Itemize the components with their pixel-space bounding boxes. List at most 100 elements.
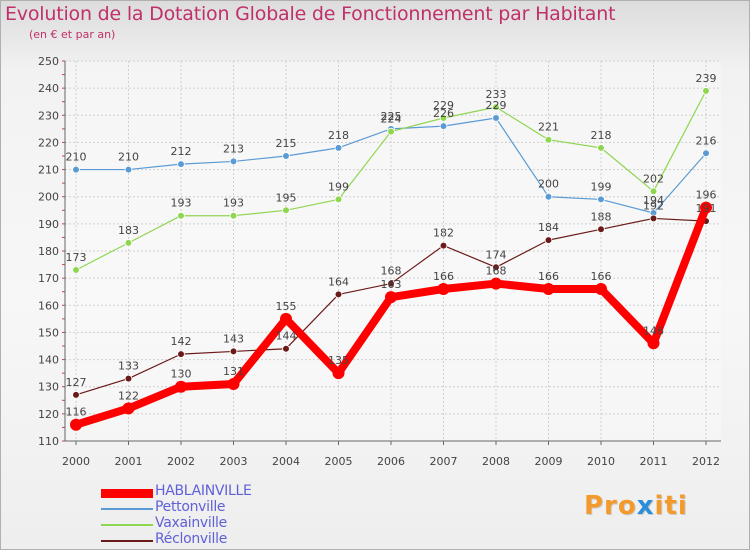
brand-text-3: iti (654, 491, 688, 521)
point-pettonville-2008 (492, 114, 500, 122)
x-tick-label-2010: 2010 (587, 455, 615, 468)
data-label-vaxainville-2003: 193 (223, 197, 244, 210)
point-hablainville-2009 (542, 283, 555, 295)
point-rclonville-2007 (439, 241, 448, 250)
data-label-pettonville-2005: 218 (328, 129, 349, 142)
x-tick-label-2006: 2006 (377, 455, 405, 468)
y-tick-label-130: 130 (38, 381, 59, 394)
point-pettonville-2000 (72, 165, 80, 174)
point-vaxainville-2000 (72, 266, 80, 274)
point-pettonville-2007 (439, 122, 448, 130)
point-rclonville-2009 (544, 236, 553, 244)
data-label-pettonville-2002: 212 (171, 145, 192, 158)
point-vaxainville-2012 (702, 87, 710, 95)
data-label-rclonville-2002: 142 (171, 335, 192, 348)
x-tick-label-2001: 2001 (115, 455, 143, 468)
point-hablainville-2003 (227, 378, 240, 390)
data-label-rclonville-2005: 164 (328, 275, 349, 288)
y-tick-label-170: 170 (38, 272, 59, 285)
y-tick-label-110: 110 (38, 435, 59, 448)
point-rclonville-2005 (334, 290, 343, 299)
data-label-vaxainville-2001: 183 (118, 224, 139, 237)
legend-label-pettonville: Pettonville (155, 499, 226, 515)
data-label-rclonville-2008: 174 (486, 248, 507, 261)
y-tick-label-220: 220 (38, 136, 59, 149)
data-label-hablainville-2010: 166 (591, 270, 612, 283)
data-label-hablainville-2006: 163 (381, 278, 402, 291)
data-label-vaxainville-2006: 224 (381, 113, 402, 126)
point-vaxainville-2001 (124, 239, 133, 247)
x-tick-label-2005: 2005 (325, 455, 353, 468)
proxiti-logo: Proxiti (584, 491, 688, 521)
data-label-rclonville-2000: 127 (66, 376, 87, 389)
data-label-rclonville-2011: 192 (643, 199, 664, 212)
data-label-pettonville-2011: 194 (643, 194, 664, 207)
data-label-vaxainville-2002: 193 (171, 197, 192, 210)
data-label-pettonville-2008: 229 (486, 99, 507, 112)
point-hablainville-2000 (70, 418, 82, 431)
brand-text-1: Pro (584, 491, 637, 521)
point-pettonville-2002 (177, 160, 185, 168)
point-vaxainville-2009 (544, 135, 553, 144)
y-tick-label-120: 120 (38, 408, 59, 421)
y-tick-label-180: 180 (38, 245, 59, 258)
data-label-hablainville-2011: 146 (643, 324, 664, 337)
point-rclonville-2003 (229, 347, 238, 356)
x-tick-label-2002: 2002 (167, 455, 195, 468)
data-label-hablainville-2009: 166 (538, 270, 559, 283)
point-vaxainville-2004 (282, 206, 290, 215)
point-vaxainville-2003 (229, 211, 238, 220)
y-tick-label-240: 240 (38, 82, 59, 95)
legend-label-reclonville: Réclonville (155, 531, 228, 547)
data-label-pettonville-2010: 199 (591, 180, 612, 193)
y-tick-label-190: 190 (38, 218, 59, 231)
point-hablainville-2011 (647, 337, 660, 350)
data-label-hablainville-2002: 130 (171, 368, 192, 381)
x-tick-label-2007: 2007 (430, 455, 458, 468)
point-hablainville-2005 (332, 367, 345, 380)
data-label-pettonville-2003: 213 (223, 142, 244, 155)
data-label-pettonville-2012: 216 (696, 134, 717, 147)
point-hablainville-2001 (122, 402, 135, 415)
point-pettonville-2004 (282, 152, 290, 160)
point-rclonville-2010 (597, 225, 605, 234)
data-label-hablainville-2008: 168 (486, 265, 507, 278)
point-hablainville-2004 (280, 312, 292, 325)
point-rclonville-2002 (177, 350, 185, 358)
data-label-vaxainville-2012: 239 (696, 72, 717, 85)
data-label-hablainville-2004: 155 (276, 300, 297, 313)
data-label-pettonville-2000: 210 (66, 151, 87, 164)
point-hablainville-2006 (385, 291, 397, 304)
data-label-hablainville-2007: 166 (433, 270, 454, 283)
y-tick-label-250: 250 (38, 55, 59, 68)
legend-swatch-hablainville (101, 489, 153, 498)
legend-swatch-vaxainville (101, 524, 153, 526)
point-vaxainville-2007 (439, 114, 448, 122)
data-label-vaxainville-2011: 202 (643, 172, 664, 185)
x-tick-label-2003: 2003 (220, 455, 248, 468)
data-label-hablainville-2005: 135 (328, 354, 349, 367)
point-pettonville-2001 (124, 165, 133, 174)
point-pettonville-2005 (334, 144, 343, 152)
data-label-rclonville-2012: 191 (696, 202, 717, 215)
data-label-pettonville-2009: 200 (538, 178, 559, 191)
point-vaxainville-2010 (597, 144, 605, 152)
data-label-hablainville-2003: 131 (223, 365, 244, 378)
point-pettonville-2010 (597, 195, 605, 204)
point-vaxainville-2006 (387, 127, 395, 136)
point-rclonville-2011 (649, 214, 658, 223)
point-rclonville-2004 (282, 344, 290, 353)
point-rclonville-2001 (124, 374, 133, 383)
data-label-rclonville-2010: 188 (591, 210, 612, 223)
data-label-vaxainville-2005: 199 (328, 180, 349, 193)
chart-subtitle: (en € et par an) (29, 28, 116, 41)
chart-title: Evolution de la Dotation Globale de Fonc… (5, 3, 616, 25)
x-tick-label-2011: 2011 (640, 455, 668, 468)
data-label-rclonville-2009: 184 (538, 221, 559, 234)
brand-text-2: x (636, 491, 655, 521)
data-label-hablainville-2012: 196 (696, 189, 717, 202)
data-label-vaxainville-2009: 221 (538, 121, 559, 134)
data-label-rclonville-2001: 133 (118, 360, 139, 373)
